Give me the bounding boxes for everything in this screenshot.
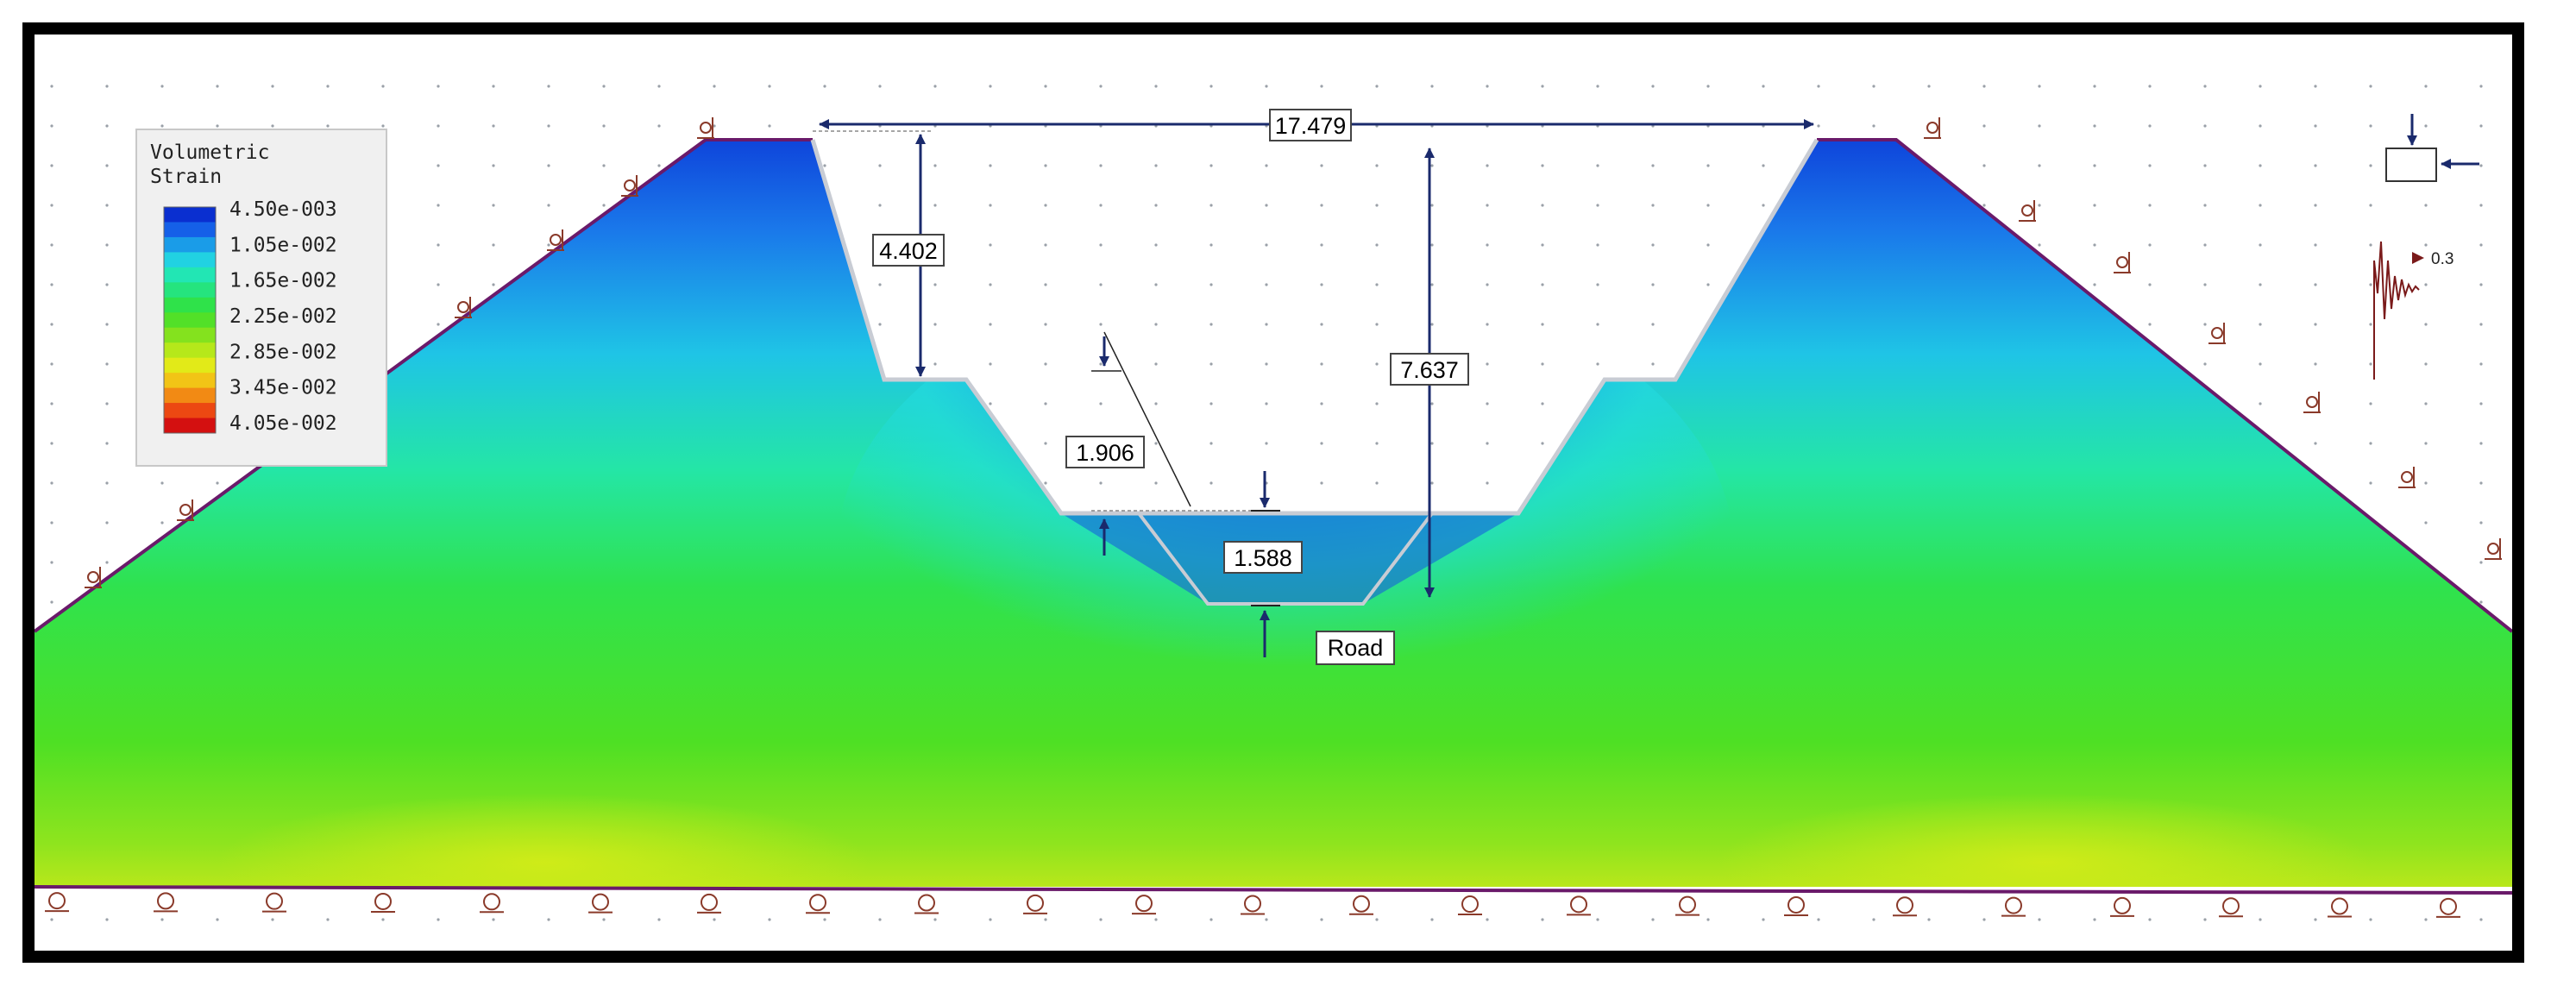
pin-support-icon [2398, 467, 2416, 488]
roller-support-icon [45, 892, 69, 913]
seismic-load-icon: 0.3 [2373, 241, 2453, 380]
legend-swatch [164, 327, 216, 343]
pin-support-icon [455, 297, 472, 318]
roller-support-icon [2110, 896, 2134, 917]
legend-labels: 4.50e-003 1.05e-002 1.65e-002 2.25e-002 2.85… [229, 198, 337, 435]
legend-swatch [164, 297, 216, 313]
legend-label: 3.45e-002 [229, 377, 337, 399]
roller-supports [45, 892, 2460, 918]
roller-support-icon [154, 892, 178, 913]
top-width-label: 17.479 [1275, 113, 1347, 139]
roller-support-icon [1132, 895, 1156, 915]
legend-swatch [164, 236, 216, 253]
legend-swatch [164, 387, 216, 404]
roller-support-icon [1241, 895, 1265, 915]
road-label: Road [1328, 635, 1384, 661]
slope-boundary-left [35, 138, 813, 633]
roller-support-icon [806, 894, 830, 914]
road-depth-label: 1.588 [1234, 545, 1292, 571]
legend-label: 1.65e-002 [229, 270, 337, 292]
seismic-load-value: 0.3 [2431, 250, 2453, 268]
roller-support-icon [480, 893, 504, 914]
roller-support-icon [1349, 895, 1373, 915]
roller-support-icon [914, 894, 939, 914]
roller-support-icon [588, 893, 613, 914]
roller-support-icon [1675, 895, 1700, 916]
pin-support-icon [2114, 252, 2131, 273]
pin-support-icon [2485, 538, 2502, 560]
legend-title-line1: Volumetric [150, 141, 269, 164]
roller-support-icon [2219, 897, 2243, 918]
pin-support-icon [85, 567, 102, 588]
legend-swatch [164, 403, 216, 419]
legend-swatch [164, 373, 216, 389]
legend-label: 4.05e-002 [229, 412, 337, 435]
roller-support-icon [2436, 897, 2460, 918]
axis-arrow-icon [2385, 114, 2479, 182]
road-cut-line [1137, 512, 1434, 606]
legend-label: 2.85e-002 [229, 341, 337, 363]
legend-swatch [164, 312, 216, 329]
strain-legend: Volumetric Strain 4.50e-003 1.05e-002 1.65… [135, 129, 387, 467]
upper-depth-label: 4.402 [879, 238, 938, 264]
legend-swatch [164, 282, 216, 298]
legend-label: 4.50e-003 [229, 198, 337, 221]
total-depth-label: 7.637 [1400, 357, 1459, 383]
excavation-boundary [810, 138, 1819, 516]
roller-support-icon [2001, 896, 2026, 917]
roller-support-icon [371, 892, 395, 913]
roller-support-icon [697, 893, 721, 914]
pin-support-icon [2303, 392, 2321, 413]
pin-support-icon [697, 117, 714, 139]
model-viewport: 17.479 4.402 7.637 1.906 1.588 Road Volu… [22, 22, 2524, 963]
pin-support-icon [547, 229, 564, 251]
bench-offset-label: 1.906 [1076, 440, 1134, 466]
legend-color-bar [163, 206, 217, 434]
pin-support-icon [1924, 117, 1941, 139]
roller-support-icon [2328, 897, 2352, 918]
legend-title-line2: Strain [150, 166, 222, 188]
pin-support-icon [2208, 323, 2226, 344]
pin-support-icon [621, 175, 638, 197]
roller-support-icon [262, 892, 286, 913]
legend-swatch [164, 252, 216, 268]
legend-swatch [164, 418, 216, 434]
legend-swatch [164, 222, 216, 238]
roller-support-icon [1893, 896, 1917, 917]
slope-boundary-right [1817, 138, 2512, 633]
roller-support-icon [1458, 895, 1482, 916]
legend-swatch [164, 342, 216, 359]
legend-swatch [164, 207, 216, 223]
legend-label: 1.05e-002 [229, 234, 337, 256]
soil-body [35, 140, 2512, 887]
base-line [35, 885, 2512, 895]
roller-support-icon [1567, 895, 1591, 916]
roller-support-icon [1784, 895, 1808, 916]
legend-swatch [164, 357, 216, 374]
legend-label: 2.25e-002 [229, 305, 337, 328]
legend-swatch [164, 267, 216, 283]
pin-support-icon [177, 499, 194, 521]
pin-support-icon [2019, 200, 2036, 222]
roller-support-icon [1023, 894, 1047, 914]
strain-contour-plot: 17.479 4.402 7.637 1.906 1.588 Road Volu… [35, 85, 2512, 921]
